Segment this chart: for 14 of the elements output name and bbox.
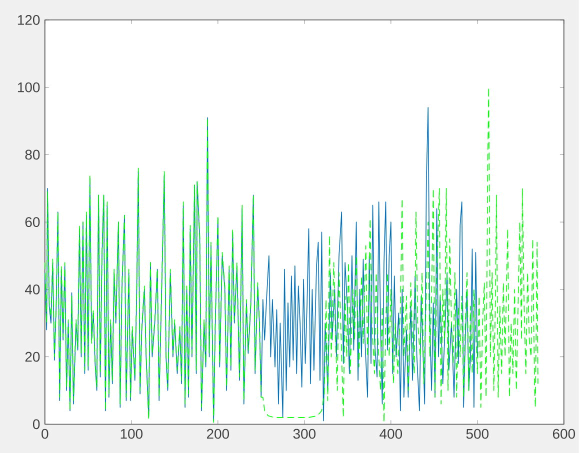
y-tick-label: 120: [18, 14, 40, 25]
x-tick-label: 200: [206, 428, 230, 439]
y-tick-label: 100: [18, 82, 40, 92]
y-tick-label: 40: [24, 284, 40, 294]
y-tick-label: 0: [32, 419, 40, 430]
y-tick-label: 20: [25, 352, 40, 362]
x-tick-label: 0: [42, 428, 48, 439]
y-tick-label: 80: [25, 150, 40, 160]
x-tick-label: 300: [293, 428, 316, 439]
y-tick-label: 60: [25, 217, 40, 227]
x-tick-label: 100: [120, 428, 143, 439]
x-tick-label: 400: [380, 428, 402, 439]
x-tick-label: 500: [466, 428, 489, 439]
x-tick-label: 600: [552, 428, 576, 439]
